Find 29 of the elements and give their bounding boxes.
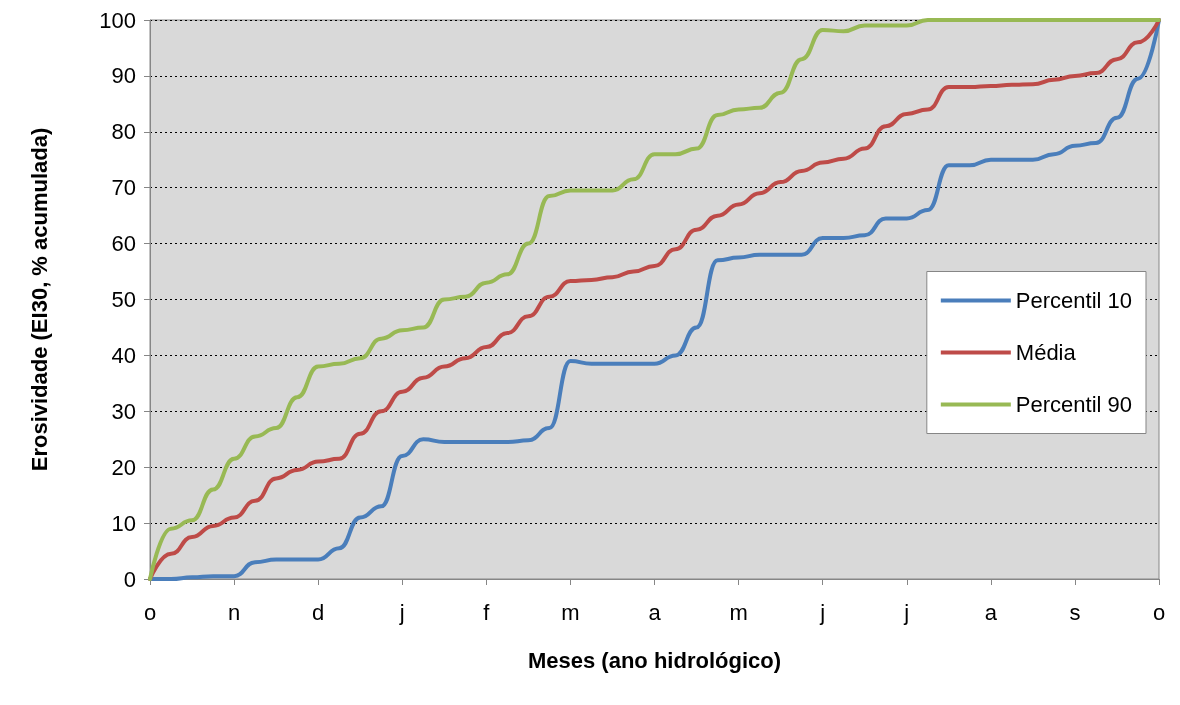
x-tick-label: f (483, 599, 491, 625)
y-axis-title: Erosividade (EI30, % acumulada) (26, 127, 52, 472)
y-tick-label: 90 (111, 63, 136, 89)
y-tick-label: 10 (111, 510, 136, 536)
x-tick-label: o (1152, 599, 1166, 625)
x-tick-label: a (984, 599, 998, 625)
x-tick-label: m (729, 599, 748, 625)
y-tick-label: 30 (111, 398, 136, 424)
x-tick-label: s (1069, 599, 1081, 625)
x-tick-label: j (819, 599, 826, 625)
x-tick-label: n (227, 599, 241, 625)
x-axis-title: Meses (ano hidrológico) (527, 647, 782, 673)
y-tick-label: 20 (111, 454, 136, 480)
y-tick-label: 60 (111, 231, 136, 257)
x-tick-label: o (143, 599, 157, 625)
legend-label: Percentil 10 (1015, 288, 1133, 313)
x-tick-label: m (561, 599, 580, 625)
y-tick-label: 0 (123, 566, 136, 592)
x-tick-label: d (312, 599, 325, 625)
y-tick-label: 100 (99, 7, 136, 33)
y-tick-label: 40 (111, 342, 136, 368)
x-tick-label: a (648, 599, 662, 625)
y-tick-label: 70 (111, 175, 136, 201)
legend-label: Percentil 90 (1015, 392, 1133, 417)
y-tick-label: 50 (111, 287, 136, 312)
legend-label: Média (1015, 340, 1077, 365)
x-tick-label: j (398, 599, 405, 625)
y-tick-label: 80 (111, 119, 136, 145)
x-tick-label: j (903, 599, 910, 625)
